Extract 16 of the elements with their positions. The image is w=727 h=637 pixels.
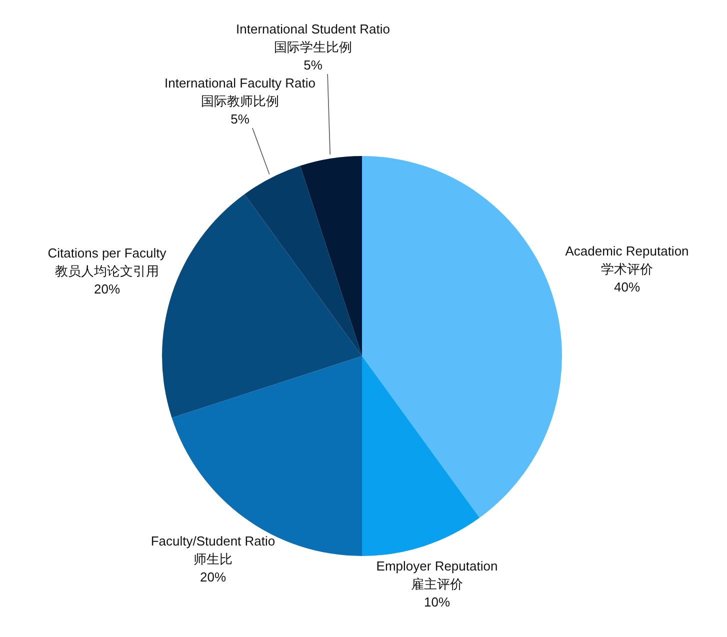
- data-label: 10%: [424, 594, 450, 610]
- slice-label: Academic Reputation 学术评价: [565, 243, 689, 276]
- data-label: 5%: [304, 57, 323, 72]
- slice-label: Citations per Faculty 教员人均论文引用: [48, 245, 167, 278]
- pie-slice: [362, 356, 480, 556]
- data-label: 20%: [94, 281, 120, 296]
- pie-slice: [244, 166, 362, 356]
- data-label: 5%: [230, 111, 250, 126]
- data-label: 20%: [200, 569, 226, 584]
- slice-label: International Faculty Ratio 国际教师比例: [164, 75, 316, 108]
- pie-slice: [362, 156, 562, 518]
- pie-slice: [300, 156, 362, 356]
- slice-label: Employer Reputation 雇主评价: [376, 558, 498, 592]
- data-label: 40%: [614, 279, 640, 294]
- slice-label: International Student Ratio 国际学生比例: [236, 21, 390, 54]
- slice-label: Faculty/Student Ratio 师生比: [150, 533, 276, 566]
